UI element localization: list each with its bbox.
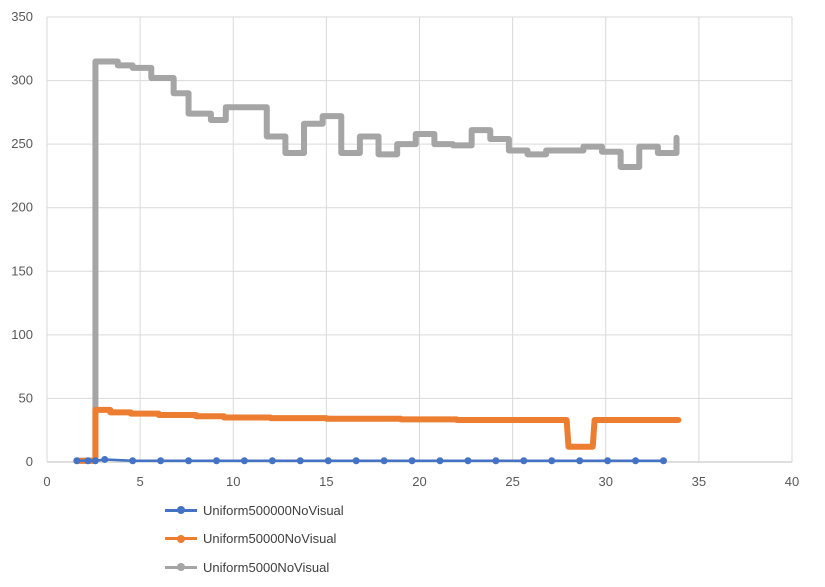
- legend-item: Uniform5000NoVisual: [165, 553, 344, 582]
- y-tick-label: 0: [26, 454, 33, 469]
- series-line: [73, 58, 680, 464]
- data-point: [380, 457, 388, 465]
- axes: 0 50 100 150 200 250 300 350 0 5 10 15 20 25 30 35 40: [11, 9, 799, 489]
- data-point: [268, 457, 276, 465]
- legend-swatch: [165, 533, 197, 545]
- y-tick-label: 200: [11, 200, 33, 215]
- y-tick-label: 250: [11, 136, 33, 151]
- x-tick-label: 30: [599, 474, 613, 489]
- data-point: [548, 457, 556, 465]
- x-tick-label: 40: [785, 474, 799, 489]
- series-area: [73, 58, 682, 465]
- x-tick-label: 25: [505, 474, 519, 489]
- x-tick-label: 35: [692, 474, 706, 489]
- data-point: [212, 457, 220, 465]
- legend-label: Uniform500000NoVisual: [203, 502, 344, 518]
- y-tick-label: 150: [11, 263, 33, 278]
- legend-item: Uniform50000NoVisual: [165, 525, 344, 554]
- data-point: [240, 457, 248, 465]
- x-tick-label: 0: [43, 474, 50, 489]
- data-point: [408, 457, 416, 465]
- legend-label: Uniform50000NoVisual: [203, 531, 337, 547]
- data-point: [604, 457, 612, 465]
- data-point: [73, 457, 81, 465]
- data-point: [632, 457, 640, 465]
- x-tick-label: 10: [226, 474, 240, 489]
- data-point: [296, 457, 304, 465]
- data-point: [157, 457, 165, 465]
- data-point: [576, 457, 584, 465]
- y-tick-label: 300: [11, 73, 33, 88]
- series-line: [73, 406, 682, 464]
- data-point: [84, 457, 92, 465]
- data-point: [324, 457, 332, 465]
- data-point: [464, 457, 472, 465]
- series-Uniform500000NoVisual: [73, 455, 667, 465]
- data-point: [659, 457, 667, 465]
- data-point: [436, 457, 444, 465]
- x-tick-label: 15: [319, 474, 333, 489]
- y-tick-label: 50: [19, 390, 33, 405]
- data-point: [91, 457, 99, 465]
- gridlines: [46, 16, 793, 463]
- legend-swatch: [165, 504, 197, 516]
- legend: Uniform500000NoVisual Uniform50000NoVisua…: [165, 496, 344, 582]
- x-tick-label: 20: [412, 474, 426, 489]
- series-Uniform5000NoVisual: [73, 58, 680, 464]
- legend-item: Uniform500000NoVisual: [165, 496, 344, 525]
- series-Uniform50000NoVisual: [73, 406, 682, 464]
- legend-label: Uniform5000NoVisual: [203, 559, 330, 575]
- data-point: [520, 457, 528, 465]
- y-tick-label: 100: [11, 327, 33, 342]
- data-point: [185, 457, 193, 465]
- data-point: [129, 457, 137, 465]
- y-tick-label: 350: [11, 9, 33, 24]
- data-point: [492, 457, 500, 465]
- x-tick-label: 5: [137, 474, 144, 489]
- series-line: [75, 458, 665, 462]
- legend-swatch: [165, 561, 197, 573]
- data-point: [101, 455, 109, 463]
- data-point: [352, 457, 360, 465]
